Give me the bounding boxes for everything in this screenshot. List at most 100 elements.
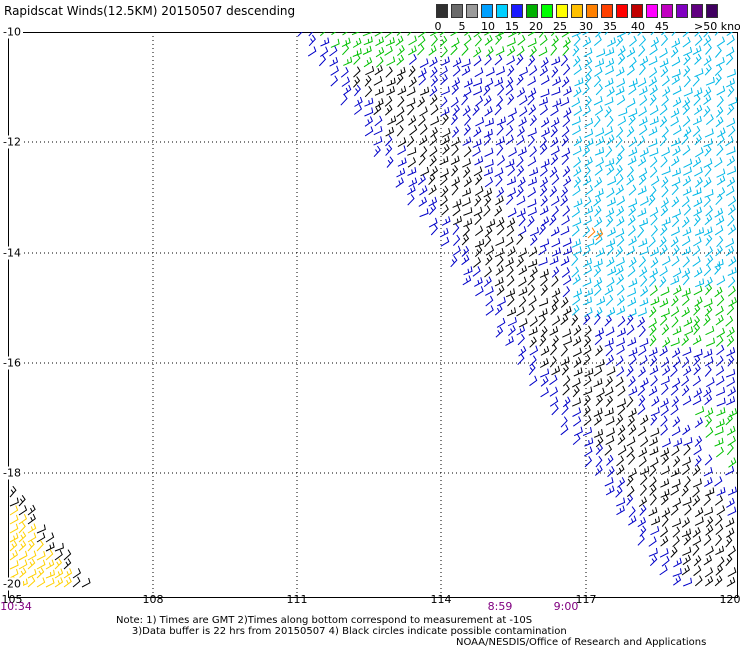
wind-barb <box>615 265 624 276</box>
wind-barb <box>18 550 28 561</box>
wind-barb <box>606 244 614 256</box>
wind-barb <box>550 344 558 356</box>
wind-barb <box>516 87 526 98</box>
wind-barb <box>715 365 725 376</box>
wind-barb <box>671 38 681 48</box>
wind-barb <box>615 35 624 47</box>
wind-barb <box>572 125 581 136</box>
wind-barb <box>572 246 582 256</box>
wind-barb <box>692 395 702 406</box>
wind-barb <box>681 334 690 346</box>
wind-barb <box>692 486 700 498</box>
wind-barb <box>606 115 614 128</box>
wind-barb <box>484 106 493 117</box>
wind-barb <box>397 145 406 156</box>
wind-barb <box>550 195 560 206</box>
wind-barb <box>63 568 73 579</box>
wind-barb <box>703 138 713 148</box>
wind-barb <box>661 324 670 336</box>
legend-label: 15 <box>505 20 519 33</box>
wind-barb <box>650 32 655 36</box>
legend-swatch <box>616 4 628 18</box>
wind-barb <box>63 549 72 561</box>
wind-barb <box>661 438 671 448</box>
wind-barb <box>628 375 636 387</box>
wind-barb <box>549 214 557 226</box>
wind-barb <box>539 205 549 216</box>
wind-barb <box>650 225 658 237</box>
wind-barb <box>671 396 680 408</box>
wind-barb <box>704 128 714 138</box>
wind-barb <box>703 265 712 277</box>
wind-barb <box>661 515 669 527</box>
note-line-1: Note: 1) Times are GMT 2)Times along bot… <box>116 615 533 626</box>
wind-barb <box>560 296 569 308</box>
wind-barb <box>9 514 19 525</box>
wind-barb <box>561 267 570 278</box>
wind-barb <box>374 115 383 127</box>
wind-barb <box>320 46 329 57</box>
wind-barb <box>529 316 538 327</box>
wind-barb <box>716 407 726 417</box>
wind-barb <box>362 45 372 55</box>
legend-label: 5 <box>458 20 466 33</box>
wind-barb <box>496 116 506 126</box>
wind-barb <box>483 187 493 198</box>
wind-barb <box>727 215 735 227</box>
wind-barb <box>36 559 46 570</box>
wind-barb <box>726 32 734 37</box>
wind-barb <box>452 205 461 217</box>
wind-barb <box>704 356 714 367</box>
wind-barb <box>670 226 680 236</box>
wind-barb <box>616 398 626 408</box>
wind-barb <box>440 106 450 117</box>
wind-barb <box>495 265 504 276</box>
wind-barb <box>595 443 604 455</box>
wind-barb <box>628 256 637 268</box>
wind-barb <box>583 375 592 387</box>
wind-barb <box>527 207 537 217</box>
wind-barb <box>725 46 735 57</box>
wind-barb <box>683 65 691 77</box>
wind-barb <box>726 69 736 78</box>
legend-swatch <box>466 4 478 18</box>
wind-barb <box>682 546 692 556</box>
wind-barb <box>418 74 427 86</box>
wind-barb <box>692 495 701 507</box>
wind-barb <box>583 215 592 226</box>
wind-barb <box>516 306 525 317</box>
wind-barb <box>695 278 705 288</box>
wind-barb <box>451 165 459 177</box>
wind-barb <box>538 32 545 38</box>
wind-barb <box>439 65 448 76</box>
wind-barb <box>606 187 615 198</box>
wind-barb <box>538 46 548 57</box>
wind-barb <box>660 447 670 457</box>
wind-barb <box>704 145 712 157</box>
wind-barb <box>495 33 503 45</box>
wind-barb <box>594 188 604 198</box>
wind-barb <box>615 376 624 388</box>
wind-barb <box>593 378 603 388</box>
wind-barb <box>408 76 417 88</box>
wind-barb <box>616 274 625 285</box>
wind-barb <box>517 334 525 346</box>
wind-barb <box>714 514 723 526</box>
wind-barb <box>36 577 46 588</box>
wind-barb <box>628 424 637 436</box>
wind-barb <box>637 534 645 546</box>
map-notes: Note: 1) Times are GMT 2)Times along bot… <box>116 615 567 637</box>
wind-barb <box>484 32 492 36</box>
wind-barb <box>551 404 559 416</box>
wind-barb <box>595 58 605 68</box>
wind-barb <box>715 73 722 86</box>
wind-barb <box>681 294 690 306</box>
wind-barb <box>539 358 549 368</box>
wind-barb <box>584 325 592 337</box>
wind-barb <box>539 65 548 77</box>
wind-barb <box>472 266 481 277</box>
wind-barb <box>649 105 659 116</box>
wind-barb <box>604 444 613 456</box>
wind-barb <box>505 158 515 168</box>
wind-barb <box>659 244 668 256</box>
